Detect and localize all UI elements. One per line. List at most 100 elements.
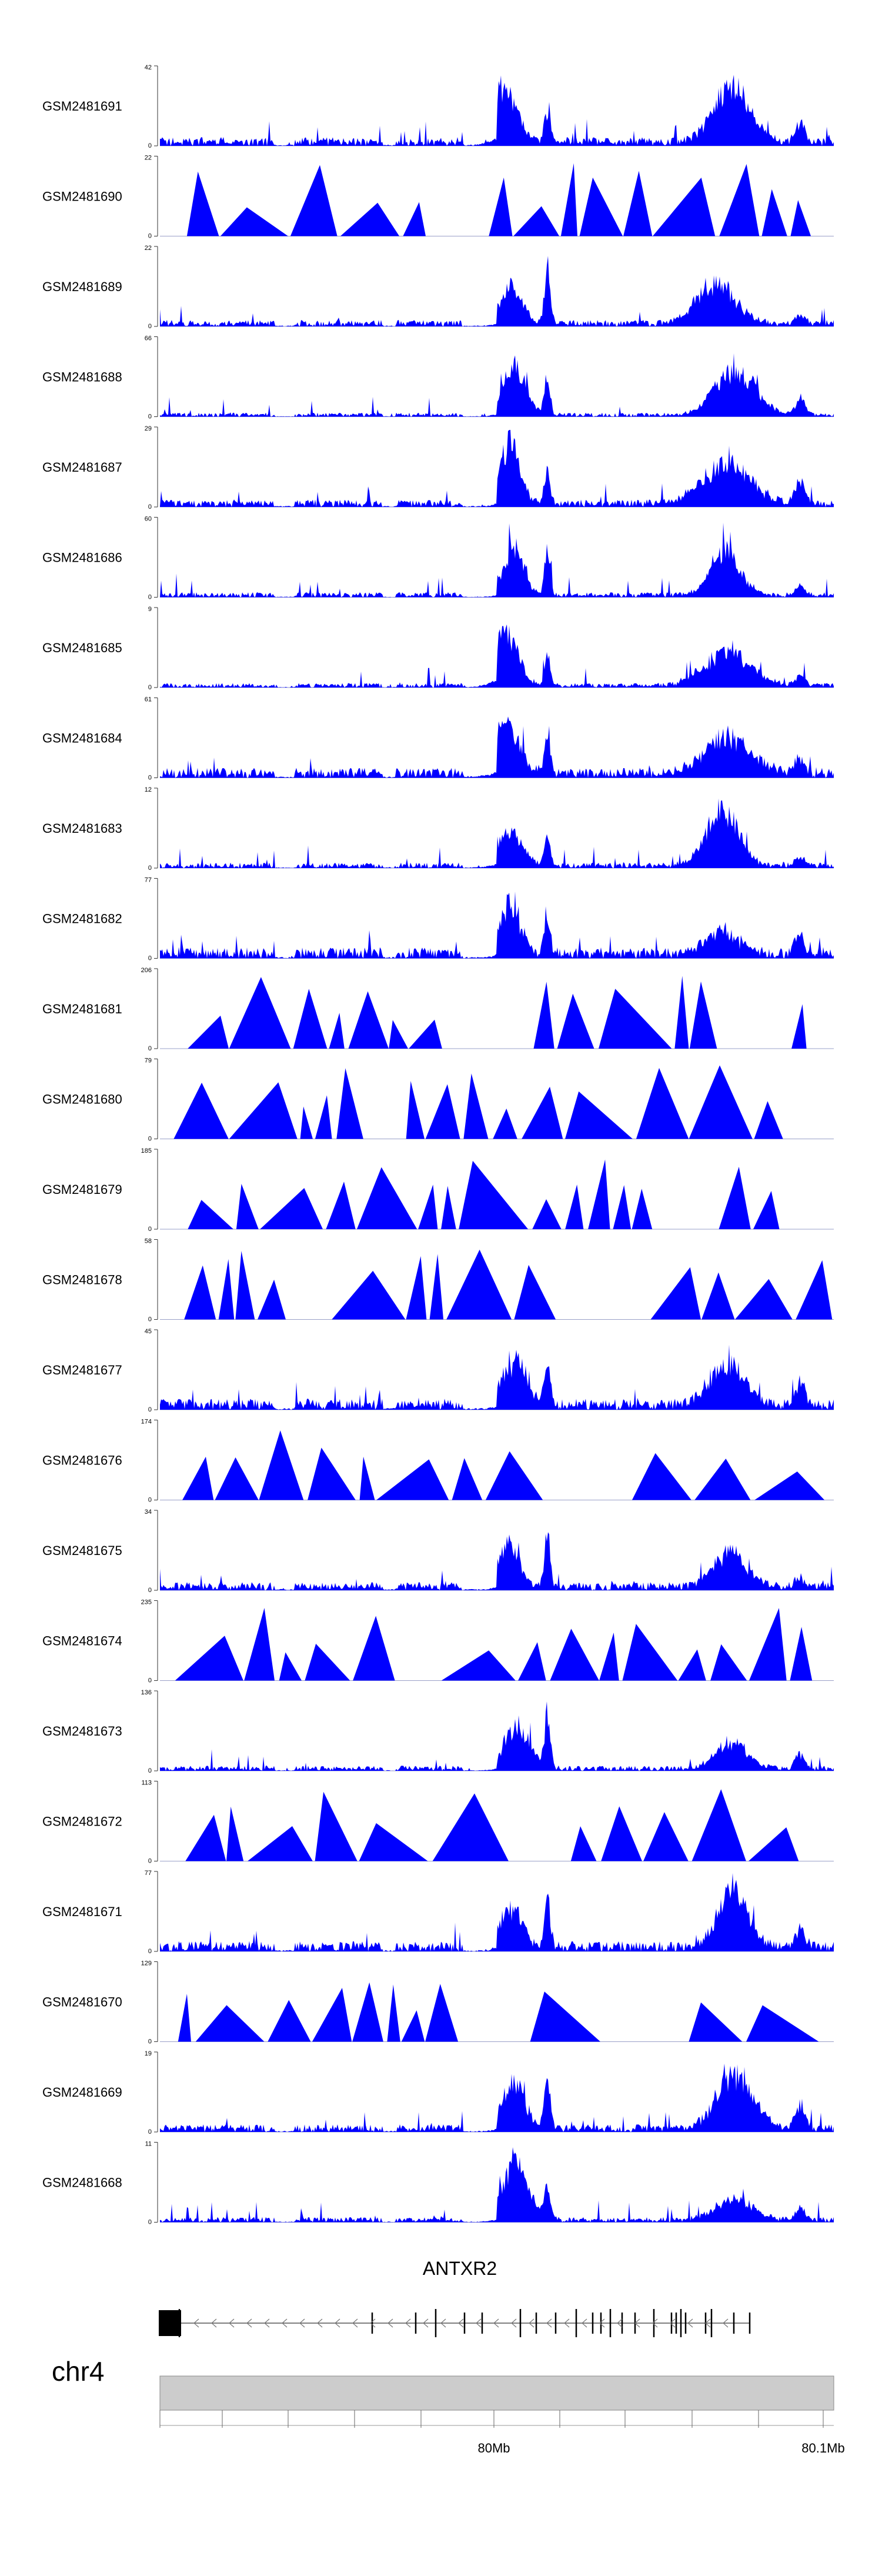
track-GSM2481682: GSM2481682 77 0 (42, 877, 834, 962)
track-coverage-signal (188, 1159, 780, 1229)
track-label: GSM2481687 (42, 460, 122, 475)
track-coverage-signal (160, 522, 834, 598)
track-GSM2481686: GSM2481686 60 0 (42, 516, 834, 601)
track-ymax-label: 77 (145, 1870, 152, 1877)
track-coverage-signal (160, 75, 834, 146)
gene-strand-arrow (670, 2318, 676, 2328)
gene-strand-arrow (440, 2318, 446, 2328)
track-coverage-signal (184, 1249, 833, 1320)
track-coverage-signal (160, 1532, 834, 1590)
gene-strand-arrow (229, 2318, 235, 2328)
track-coverage-signal (160, 429, 834, 507)
track-coverage-signal (185, 1789, 799, 1861)
track-ymax-label: 12 (145, 786, 152, 793)
track-ymax-label: 34 (145, 1509, 152, 1516)
chromosome-label: chr4 (52, 2356, 104, 2387)
tracks-layer: GSM2481691420GSM2481690220GSM2481689220G… (42, 64, 834, 2226)
track-GSM2481679: GSM2481679 185 0 (42, 1147, 834, 1233)
track-ymax-label: 58 (145, 1238, 152, 1245)
gene-strand-arrow (317, 2318, 323, 2328)
gene-strand-arrow (511, 2318, 517, 2328)
track-GSM2481683: GSM2481683 12 0 (42, 786, 834, 872)
track-coverage-signal (160, 1873, 834, 1951)
track-ymin-label: 0 (148, 594, 152, 601)
track-GSM2481671: GSM2481671 77 0 (42, 1870, 834, 1955)
track-label: GSM2481681 (42, 1002, 122, 1016)
track-ymin-label: 0 (148, 1045, 152, 1052)
gene-strand-arrow (687, 2318, 693, 2328)
gene-strand-arrow (264, 2318, 270, 2328)
track-ymin-label: 0 (148, 1677, 152, 1684)
track-label: GSM2481677 (42, 1363, 122, 1377)
track-coverage-signal (182, 1430, 825, 1500)
track-coverage-signal (160, 1344, 834, 1410)
gene-strand-arrow (282, 2318, 288, 2328)
gene-strand-arrow (335, 2318, 340, 2328)
track-ymax-label: 185 (141, 1147, 152, 1154)
track-GSM2481687: GSM2481687 29 0 (42, 425, 834, 510)
track-ymax-label: 11 (145, 2141, 152, 2148)
track-ymax-label: 22 (145, 155, 152, 162)
track-ymax-label: 66 (145, 335, 152, 342)
gene-strand-arrow (705, 2318, 711, 2328)
track-label: GSM2481684 (42, 731, 122, 746)
genome-tick-label-80-1mb: 80.1Mb (801, 2441, 844, 2455)
gene-strand-arrow (617, 2318, 623, 2328)
track-label: GSM2481668 (42, 2175, 122, 2190)
gene-strand-arrow (634, 2318, 640, 2328)
track-label: GSM2481676 (42, 1453, 122, 1468)
track-ymax-label: 136 (141, 1689, 152, 1696)
gene-name-label: ANTXR2 (423, 2258, 497, 2279)
track-ymax-label: 19 (145, 2050, 152, 2057)
track-ymin-label: 0 (148, 1406, 152, 1413)
track-label: GSM2481675 (42, 1543, 122, 1558)
track-GSM2481685: GSM2481685 9 0 (42, 606, 834, 691)
track-GSM2481689: GSM2481689 22 0 (42, 245, 834, 330)
genome-tick-label-80mb: 80Mb (477, 2441, 510, 2455)
track-label: GSM2481683 (42, 821, 122, 836)
track-GSM2481688: GSM2481688 66 0 (42, 335, 834, 421)
track-ymin-label: 0 (148, 1948, 152, 1955)
track-coverage-signal (160, 624, 834, 688)
track-label: GSM2481670 (42, 1995, 122, 2010)
gene-strand-arrow (370, 2318, 376, 2328)
track-ymin-label: 0 (148, 2038, 152, 2046)
track-ymin-label: 0 (148, 503, 152, 510)
track-ymin-label: 0 (148, 1226, 152, 1233)
track-GSM2481684: GSM2481684 61 0 (42, 696, 834, 782)
chromosome-band (159, 2375, 834, 2411)
track-GSM2481670: GSM2481670 129 0 (42, 1960, 834, 2046)
track-coverage-signal (160, 353, 834, 417)
track-ymin-label: 0 (148, 2219, 152, 2226)
track-label: GSM2481674 (42, 1634, 122, 1649)
gene-strand-arrow (599, 2318, 605, 2328)
gene-strand-arrow (546, 2318, 552, 2328)
track-GSM2481673: GSM2481673 136 0 (42, 1689, 834, 1774)
track-ymax-label: 9 (148, 606, 152, 613)
track-label: GSM2481685 (42, 640, 122, 655)
track-label: GSM2481679 (42, 1182, 122, 1197)
track-label: GSM2481672 (42, 1814, 122, 1829)
track-label: GSM2481688 (42, 370, 122, 385)
track-ymin-label: 0 (148, 865, 152, 872)
chromosome-axis-layer: chr4 80Mb 80.1Mb (52, 2356, 845, 2455)
track-GSM2481676: GSM2481676 174 0 (42, 1419, 834, 1504)
track-label: GSM2481682 (42, 912, 122, 926)
track-ymax-label: 129 (141, 1960, 152, 1967)
track-ymax-label: 235 (141, 1599, 152, 1606)
track-GSM2481681: GSM2481681 206 0 (42, 967, 834, 1052)
track-coverage-signal (186, 163, 811, 236)
gene-strand-arrow (723, 2318, 729, 2328)
gene-strand-arrow (405, 2318, 411, 2328)
track-coverage-signal (160, 256, 834, 326)
track-coverage-signal (175, 1608, 813, 1681)
gene-strand-arrow (387, 2318, 393, 2328)
track-label: GSM2481691 (42, 99, 122, 114)
track-GSM2481672: GSM2481672 113 0 (42, 1780, 834, 1865)
track-coverage-signal (160, 2147, 834, 2223)
track-ymin-label: 0 (148, 1587, 152, 1594)
track-ymax-label: 45 (145, 1328, 152, 1335)
gene-strand-arrow (529, 2318, 534, 2328)
gene-model-layer: ANTXR2 (159, 2258, 751, 2337)
track-label: GSM2481673 (42, 1724, 122, 1739)
